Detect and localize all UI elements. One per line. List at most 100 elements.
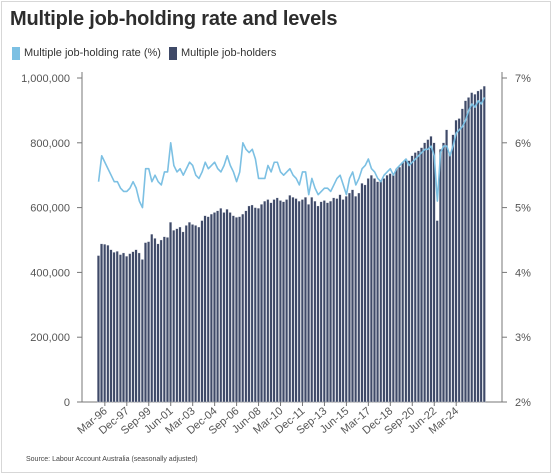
bar: [310, 197, 314, 403]
y-left-tick-label: 800,000: [30, 138, 70, 150]
legend: Multiple job-holding rate (%) Multiple j…: [12, 46, 284, 60]
bar: [369, 175, 373, 403]
bar: [410, 155, 414, 403]
bar: [228, 212, 232, 403]
bar: [162, 236, 166, 403]
bar: [112, 252, 116, 403]
bar: [253, 207, 257, 403]
legend-item-holders: Multiple job-holders: [168, 46, 277, 60]
bar: [294, 198, 298, 403]
bar: [194, 225, 198, 403]
bar: [376, 181, 379, 403]
bar: [332, 197, 336, 403]
bar: [438, 149, 442, 403]
bar: [272, 199, 276, 403]
bar: [366, 178, 370, 403]
bar: [241, 213, 245, 403]
bar: [172, 230, 176, 403]
y-right-tick-label: 7%: [515, 73, 531, 85]
bar: [178, 226, 182, 403]
bar: [448, 152, 452, 403]
bar: [188, 222, 191, 403]
bar: [137, 252, 141, 403]
bar: [231, 215, 235, 403]
bar: [467, 97, 470, 403]
bar: [357, 192, 361, 403]
bar: [144, 242, 147, 403]
bar: [404, 158, 408, 403]
bar: [100, 243, 103, 403]
bar: [134, 249, 138, 403]
legend-swatch-holders: [168, 46, 177, 60]
bar: [263, 200, 267, 403]
bar: [191, 224, 194, 403]
bar: [451, 134, 455, 403]
bar: [244, 210, 248, 403]
bar: [442, 142, 445, 403]
bar: [97, 255, 100, 403]
bar: [159, 239, 163, 403]
bar: [282, 201, 285, 403]
bar: [275, 197, 279, 403]
y-right-tick-label: 3%: [515, 332, 531, 344]
bar: [285, 199, 289, 403]
bar: [181, 231, 185, 403]
bar: [175, 228, 179, 403]
y-left-tick-label: 0: [64, 397, 70, 409]
bar: [250, 204, 254, 403]
bar: [184, 225, 188, 403]
bar: [382, 178, 386, 403]
bar: [335, 198, 339, 403]
bar: [169, 222, 172, 403]
bar: [291, 197, 295, 403]
bar: [216, 210, 219, 403]
bar: [219, 208, 223, 403]
legend-label-rate: Multiple job-holding rate (%): [24, 47, 161, 59]
bar: [473, 94, 477, 403]
bar: [391, 175, 395, 403]
bar: [131, 251, 135, 403]
bar: [109, 249, 113, 403]
y-right-tick-label: 2%: [515, 397, 531, 409]
bar: [222, 212, 226, 403]
bar: [150, 234, 154, 403]
bar: [435, 220, 439, 403]
bar: [344, 196, 348, 403]
bar: [260, 204, 263, 403]
bar: [454, 119, 458, 403]
y-left-tick-label: 1,000,000: [21, 73, 70, 85]
bar: [115, 251, 119, 403]
legend-label-holders: Multiple job-holders: [180, 47, 277, 59]
bar: [140, 259, 144, 403]
bar: [247, 205, 251, 403]
bar: [125, 256, 129, 403]
bar: [106, 245, 110, 403]
bar: [288, 195, 292, 403]
bar: [413, 152, 417, 403]
bar: [379, 179, 383, 403]
bar: [297, 200, 301, 403]
bar: [206, 216, 210, 403]
legend-item-rate: Multiple job-holding rate (%): [12, 46, 161, 60]
bar: [385, 175, 389, 403]
bar: [338, 194, 342, 403]
bar: [351, 189, 354, 403]
bar: [329, 200, 332, 403]
bar: [373, 178, 376, 403]
bar: [417, 150, 420, 403]
bar: [388, 173, 392, 403]
bar: [445, 129, 449, 403]
y-right-tick-label: 4%: [515, 267, 531, 279]
bar: [166, 237, 169, 403]
chart-title: Multiple job-holding rate and levels: [10, 8, 338, 30]
bar: [395, 168, 398, 403]
bar: [313, 200, 317, 403]
bar: [426, 139, 430, 403]
bar: [279, 200, 282, 403]
bar: [476, 90, 480, 403]
bar: [423, 142, 427, 403]
bar: [432, 142, 436, 403]
bar: [354, 196, 358, 403]
